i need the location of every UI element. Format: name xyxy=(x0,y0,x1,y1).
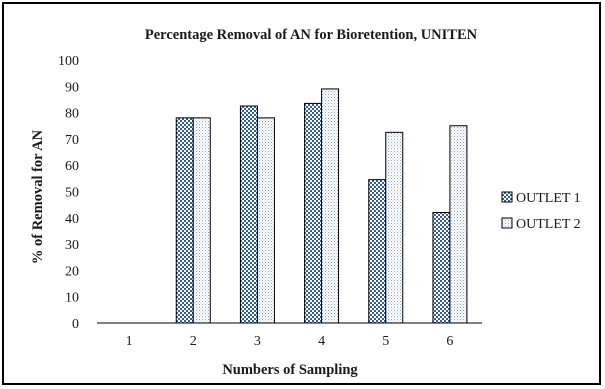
y-tick-label: 30 xyxy=(65,238,79,253)
y-tick-label: 60 xyxy=(65,159,79,174)
x-tick-label: 6 xyxy=(446,334,453,349)
bar-chart: Percentage Removal of AN for Bioretentio… xyxy=(30,27,581,378)
bar-outlet-1 xyxy=(239,105,258,324)
y-tick-label: 40 xyxy=(65,212,79,227)
x-tick-label: 4 xyxy=(318,334,325,349)
bar-outlet-1 xyxy=(304,102,323,324)
legend-label: OUTLET 2 xyxy=(516,217,581,232)
x-axis-ticks: 1 2 3 4 5 6 xyxy=(126,334,454,349)
x-tick-label: 5 xyxy=(382,334,389,349)
y-axis-ticks: 0 10 20 30 40 50 60 70 80 90 100 xyxy=(58,54,79,332)
legend-swatch xyxy=(501,191,513,203)
x-tick-label: 1 xyxy=(126,334,133,349)
x-tick-label: 3 xyxy=(254,334,261,349)
y-tick-label: 90 xyxy=(65,80,79,95)
y-tick-label: 70 xyxy=(65,133,79,148)
y-tick-label: 0 xyxy=(72,317,79,332)
bar-outlet-1 xyxy=(175,117,194,324)
bars-group xyxy=(175,88,468,324)
bar-outlet-2 xyxy=(256,117,275,324)
x-axis-title: Numbers of Sampling xyxy=(222,362,358,378)
bar-outlet-1 xyxy=(432,212,451,324)
bar-outlet-2 xyxy=(321,88,340,324)
y-tick-label: 10 xyxy=(65,291,79,306)
y-tick-label: 80 xyxy=(65,107,79,122)
y-axis-title: % of Removal for AN xyxy=(30,129,46,264)
chart-title: Percentage Removal of AN for Bioretentio… xyxy=(145,27,478,43)
y-tick-label: 100 xyxy=(58,54,79,69)
bar-outlet-2 xyxy=(385,131,404,324)
legend-swatch xyxy=(501,217,513,229)
bar-outlet-2 xyxy=(449,125,468,324)
y-tick-label: 50 xyxy=(65,186,79,201)
legend-label: OUTLET 1 xyxy=(516,191,581,206)
bar-outlet-1 xyxy=(368,179,387,324)
legend: OUTLET 1 OUTLET 2 xyxy=(501,191,581,232)
x-tick-label: 2 xyxy=(190,334,197,349)
chart-frame: Percentage Removal of AN for Bioretentio… xyxy=(2,2,601,385)
y-tick-label: 20 xyxy=(65,264,79,279)
bar-outlet-2 xyxy=(192,117,211,324)
